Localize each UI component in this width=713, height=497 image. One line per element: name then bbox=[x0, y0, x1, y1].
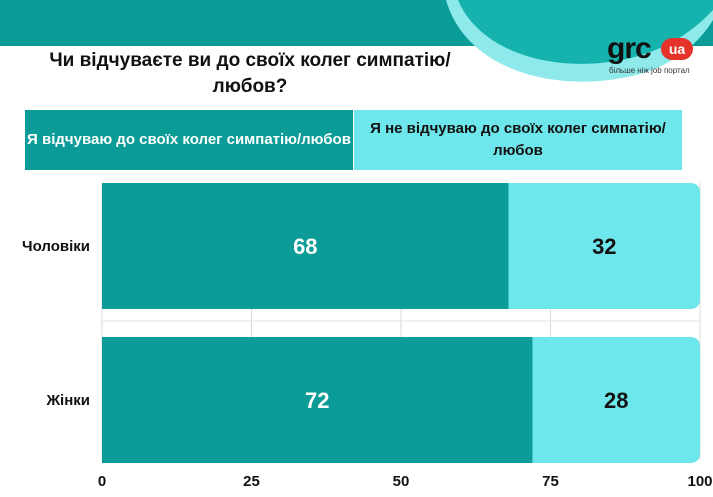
data-label-women-not-feel: 28 bbox=[604, 388, 628, 413]
data-label-women-feel: 72 bbox=[305, 388, 329, 413]
x-tick-label: 100 bbox=[687, 473, 712, 490]
bar-women-not-feel bbox=[532, 337, 700, 463]
logo-tagline: більше ніж job портал bbox=[609, 66, 690, 75]
x-tick-label: 25 bbox=[243, 473, 260, 490]
logo-brand: grc bbox=[607, 32, 652, 65]
category-label-men: Чоловіки bbox=[22, 238, 90, 255]
legend-label-feel: Я відчуваю до своїх колег симпатію/любов bbox=[27, 131, 351, 148]
category-label-women: Жінки bbox=[45, 392, 90, 409]
bar-men-feel bbox=[102, 183, 509, 309]
legend-item-feel: Я відчуваю до своїх колег симпатію/любов bbox=[25, 110, 353, 170]
decorative-curve bbox=[446, 0, 713, 82]
x-tick-label: 0 bbox=[98, 473, 106, 490]
x-tick-label: 75 bbox=[542, 473, 559, 490]
logo-badge: ua bbox=[661, 38, 693, 60]
x-tick-label: 50 bbox=[393, 473, 410, 490]
legend-label-not-feel: Я не відчуваю до своїх колег симпатію/лю… bbox=[370, 120, 666, 159]
data-label-men-feel: 68 bbox=[293, 234, 317, 259]
legend-item-not-feel: Я не відчуваю до своїх колег симпатію/лю… bbox=[354, 110, 682, 170]
chart-title: Чи відчуваєте ви до своїх колег симпатію… bbox=[49, 50, 451, 97]
logo: grc ua більше ніж job портал bbox=[603, 32, 708, 78]
data-label-men-not-feel: 32 bbox=[592, 234, 616, 259]
bar-men-not-feel bbox=[508, 183, 700, 309]
bar-women-feel bbox=[102, 337, 533, 463]
